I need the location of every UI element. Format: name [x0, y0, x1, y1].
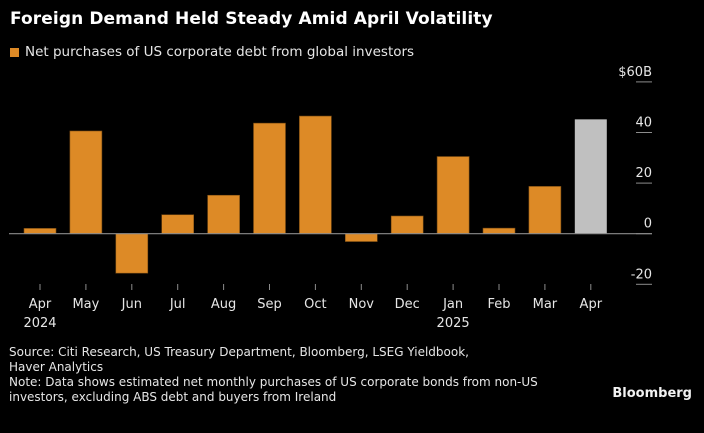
y-tick-label: 20	[635, 166, 652, 181]
y-tick-label: $60B	[618, 65, 652, 80]
bar	[482, 227, 516, 235]
x-tick-year-label: 2025	[437, 316, 470, 331]
y-tick-label: 40	[635, 116, 652, 131]
y-tick-label: 0	[644, 217, 652, 232]
legend-swatch	[10, 47, 19, 57]
legend: Net purchases of US corporate debt from …	[10, 44, 414, 60]
bloomberg-logo: Bloomberg	[612, 386, 692, 401]
source-line: Source: Citi Research, US Treasury Depar…	[9, 345, 469, 359]
bar	[436, 156, 470, 235]
bar	[528, 186, 562, 234]
chart-title: Foreign Demand Held Steady Amid April Vo…	[10, 9, 493, 29]
bar	[23, 228, 57, 234]
bar-chart: -20 0 20 40 $60B Apr 2024 May Jun Jul Aug Sep Oct Nov…	[9, 65, 652, 331]
bar	[299, 115, 332, 234]
x-tick-label: Apr	[29, 297, 52, 312]
x-tick-label: Jan	[442, 297, 463, 312]
note-line: investors, excluding ABS debt and buyers…	[9, 390, 337, 404]
y-tick-label: -20	[631, 267, 652, 282]
bar	[574, 119, 607, 234]
x-tick-label: Sep	[257, 297, 282, 312]
note-line: Note: Data shows estimated net monthly p…	[9, 375, 538, 389]
x-tick-label: Oct	[304, 297, 326, 312]
bar	[69, 130, 103, 234]
x-tick-label: Jul	[169, 297, 186, 312]
bar	[161, 214, 194, 235]
x-tick-label: Aug	[211, 297, 236, 312]
bar	[390, 215, 424, 235]
x-tick-label: Apr	[580, 297, 603, 312]
x-tick-label: Feb	[487, 297, 510, 312]
x-tick-label: Mar	[533, 297, 558, 312]
bar	[253, 122, 286, 234]
source-note: Source: Citi Research, US Treasury Depar…	[9, 345, 609, 405]
x-tick-label: Dec	[395, 297, 420, 312]
x-tick-label: May	[72, 297, 99, 312]
x-tick-label: Nov	[349, 297, 375, 312]
bar	[207, 194, 240, 235]
legend-label: Net purchases of US corporate debt from …	[25, 44, 415, 60]
x-tick-label: Jun	[121, 297, 142, 312]
x-tick-year-label: 2024	[23, 316, 56, 331]
bar	[115, 233, 149, 274]
bar	[344, 233, 378, 242]
source-line: Haver Analytics	[9, 360, 104, 374]
